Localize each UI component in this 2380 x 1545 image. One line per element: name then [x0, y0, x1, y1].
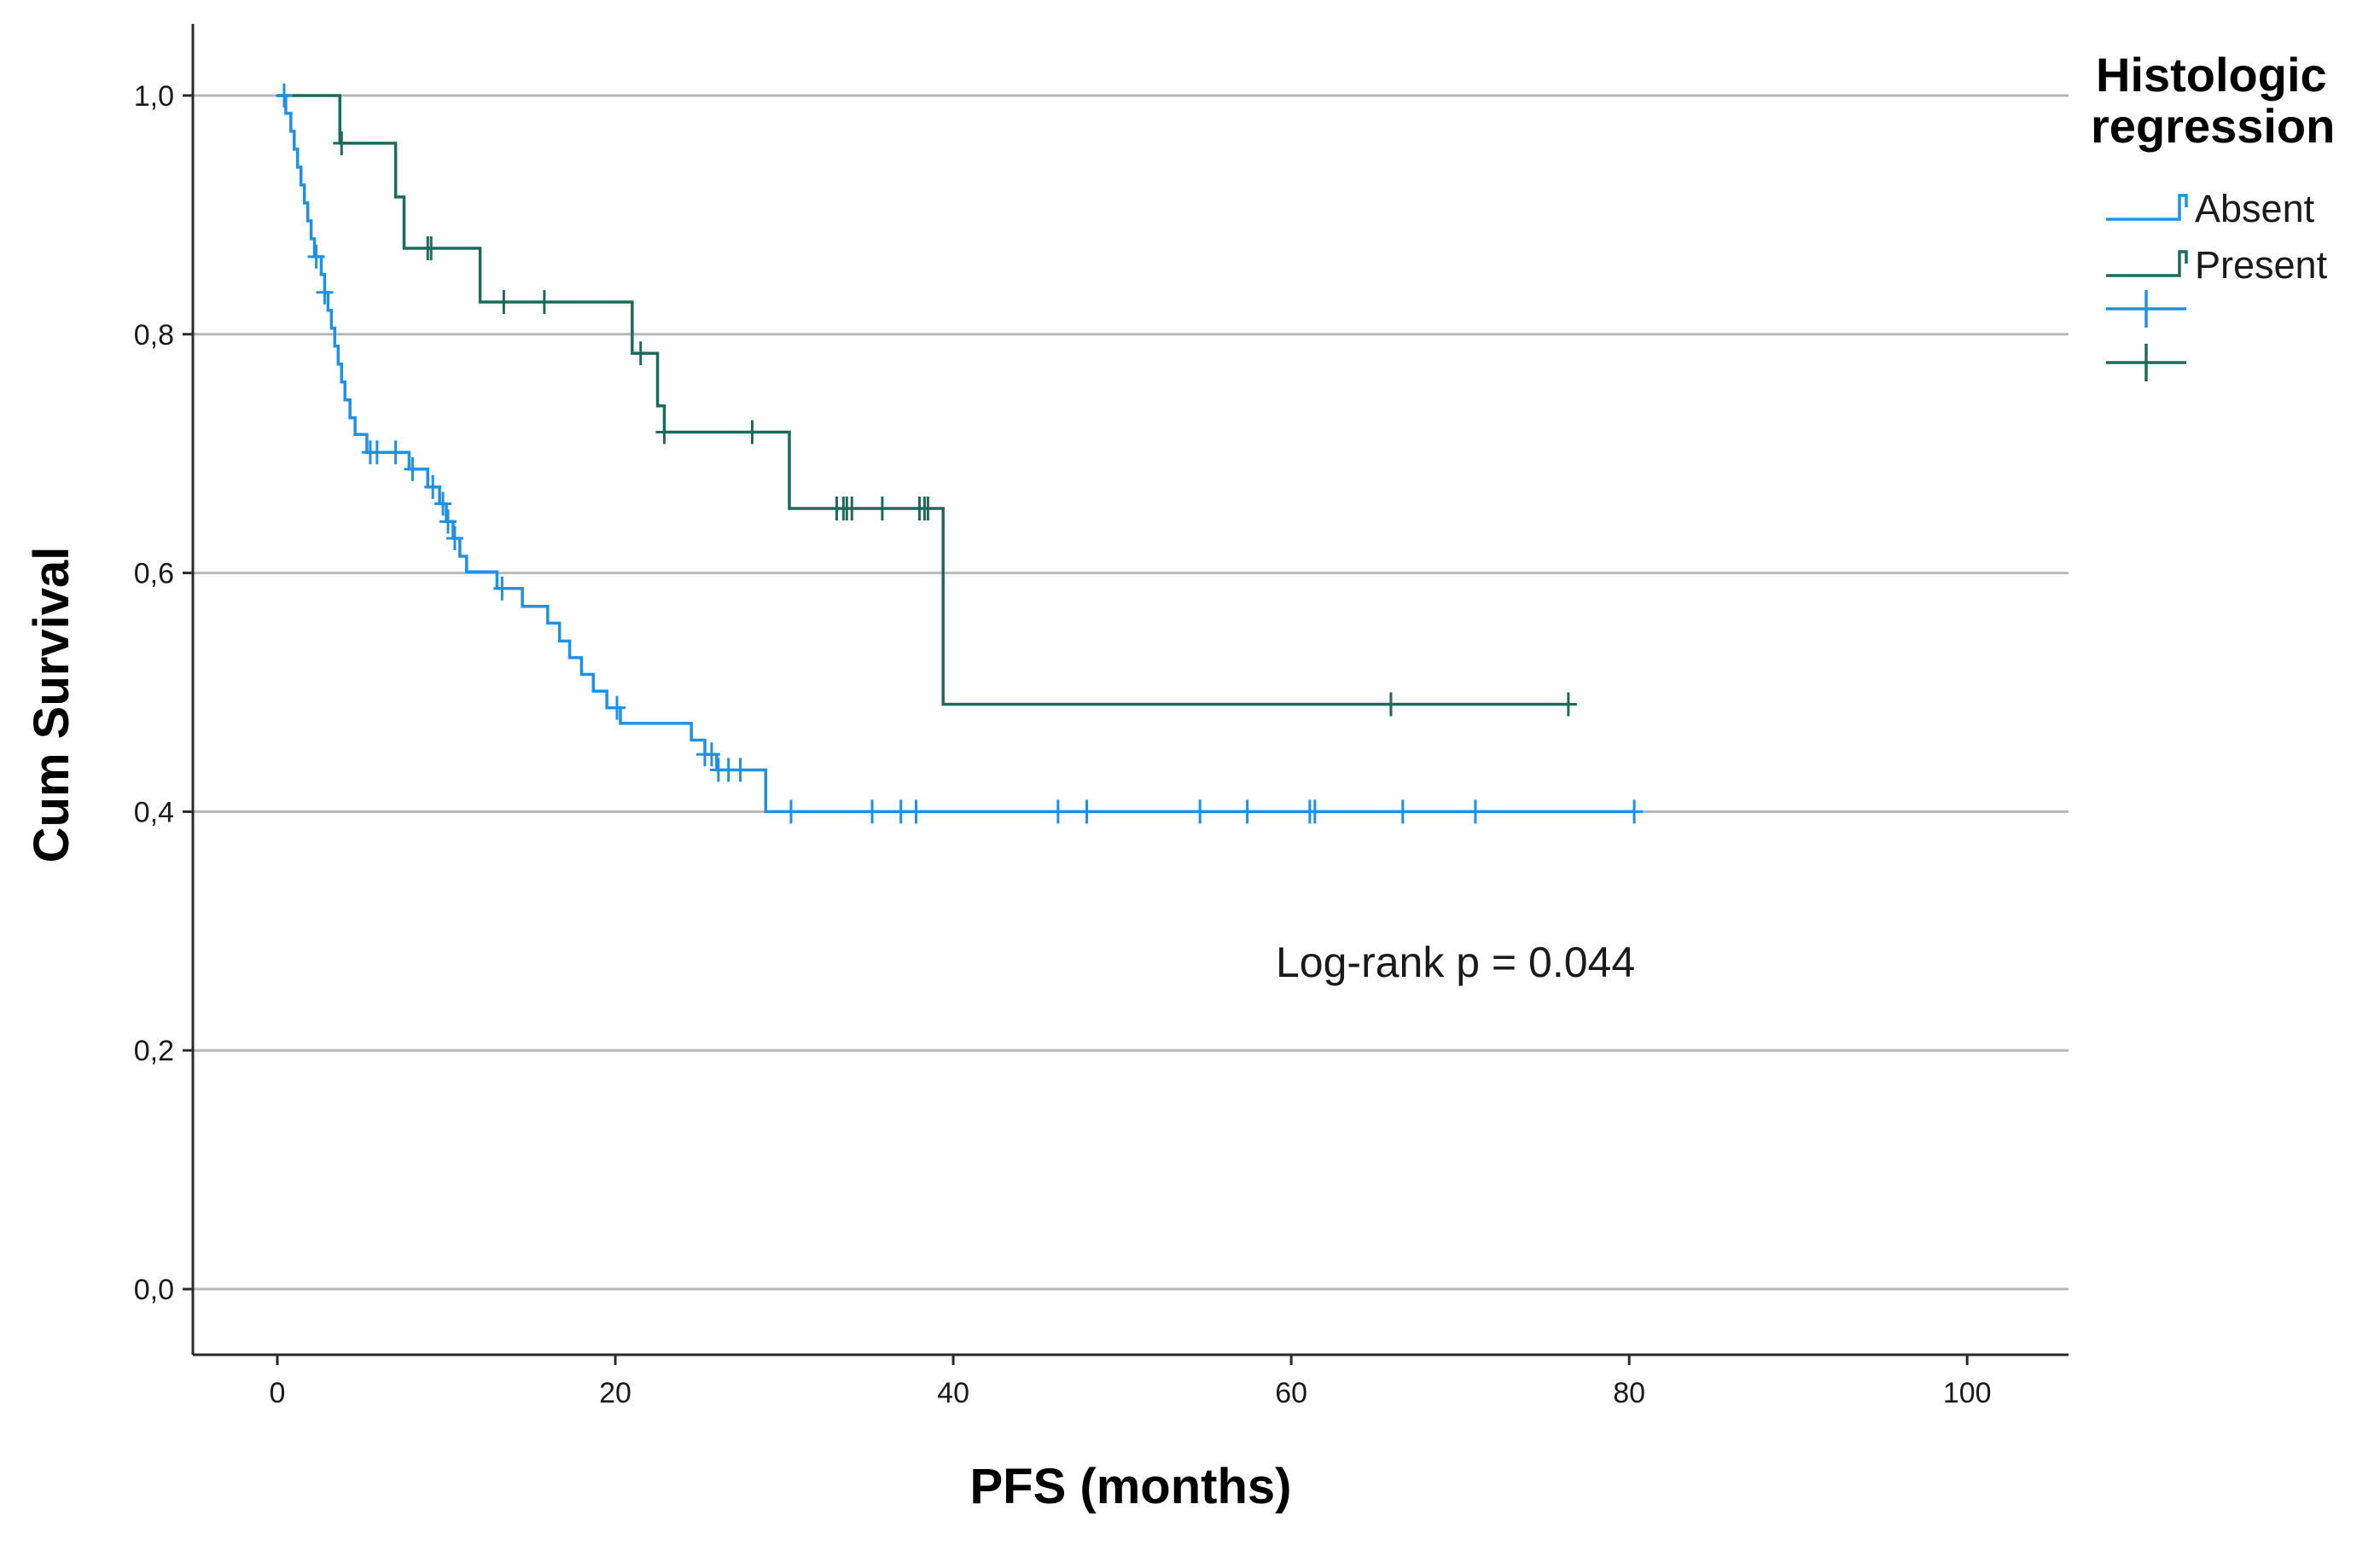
censor-mark [333, 131, 351, 155]
censor-mark [919, 497, 937, 521]
censor-mark [1559, 692, 1577, 717]
legend-entry-absent: Absent [2106, 187, 2315, 230]
y-tick-label: 0,2 [134, 1035, 174, 1067]
censor-mark [424, 474, 442, 499]
x-tick-label: 20 [599, 1377, 631, 1409]
y-tick-label: 0,0 [134, 1274, 174, 1306]
legend-label: Absent [2195, 187, 2315, 230]
censor-mark [1626, 799, 1644, 824]
censor-mark [1049, 799, 1067, 824]
x-tick-label: 40 [937, 1377, 969, 1409]
censor-mark [892, 799, 910, 824]
censor-mark [316, 280, 334, 305]
survival-curves [277, 94, 1635, 814]
censor-mark [493, 576, 511, 601]
x-ticks: 0 20 40 60 80 100 [270, 1355, 1992, 1409]
plot-frame [191, 24, 2069, 1356]
y-axis-title: Cum Survival [24, 547, 79, 863]
censor-mark [422, 236, 440, 261]
x-tick-label: 80 [1613, 1377, 1645, 1409]
y-tick-label: 0,6 [134, 558, 174, 590]
y-ticks: 0,0 0,2 0,4 0,6 0,8 1,0 [134, 80, 193, 1306]
censor-mark [275, 83, 293, 107]
y-tick-label: 1,0 [134, 80, 174, 113]
censor-mark [1382, 692, 1399, 717]
legend-line-swatch [2106, 250, 2188, 277]
censor-mark [843, 497, 861, 521]
censor-mark [655, 420, 673, 444]
censor-mark [731, 758, 749, 782]
censor-mark [631, 341, 649, 366]
censor-marks [275, 83, 1644, 824]
legend-entry-censor-1 [2106, 344, 2186, 381]
legend-line-swatch [2106, 194, 2188, 221]
legend-entry-censor-0 [2106, 290, 2186, 328]
legend-entries: Absent Present [2106, 187, 2328, 381]
x-tick-label: 60 [1275, 1377, 1307, 1409]
censor-mark [1191, 799, 1209, 824]
censor-mark [445, 526, 463, 551]
legend-title-line-2: regression [2091, 99, 2335, 153]
censor-mark [439, 509, 457, 534]
censor-mark [434, 491, 452, 516]
censor-mark [495, 289, 513, 314]
censor-mark [404, 456, 422, 481]
censor-mark [743, 420, 761, 444]
x-axis-title: PFS (months) [970, 1459, 1292, 1514]
y-tick-label: 0,4 [134, 796, 174, 828]
censor-mark [702, 742, 720, 767]
censor-mark [1394, 799, 1411, 824]
censor-mark [782, 799, 800, 824]
legend-entry-present: Present [2106, 243, 2328, 287]
censor-mark [1466, 799, 1484, 824]
censor-mark [907, 799, 925, 824]
annotation-logrank: Log-rank p = 0.044 [1276, 938, 1635, 986]
y-tick-label: 0,8 [134, 319, 174, 351]
censor-mark [864, 799, 882, 824]
censor-mark [535, 289, 553, 314]
legend-label: Present [2195, 243, 2328, 287]
gridlines [193, 94, 2069, 1291]
censor-mark [368, 440, 386, 465]
censor-mark [387, 440, 404, 465]
censor-mark [873, 497, 891, 521]
censor-mark [608, 695, 626, 720]
censor-mark [1306, 799, 1324, 824]
censor-mark [1238, 799, 1256, 824]
survival-curve-present [277, 94, 1570, 706]
x-tick-label: 0 [270, 1377, 286, 1409]
legend-title-line-1: Histologic [2096, 48, 2327, 102]
censor-mark [307, 244, 325, 269]
x-tick-label: 100 [1943, 1377, 1992, 1409]
censor-mark [1078, 799, 1096, 824]
legend: Histologic regression Absent Present [2091, 48, 2335, 381]
